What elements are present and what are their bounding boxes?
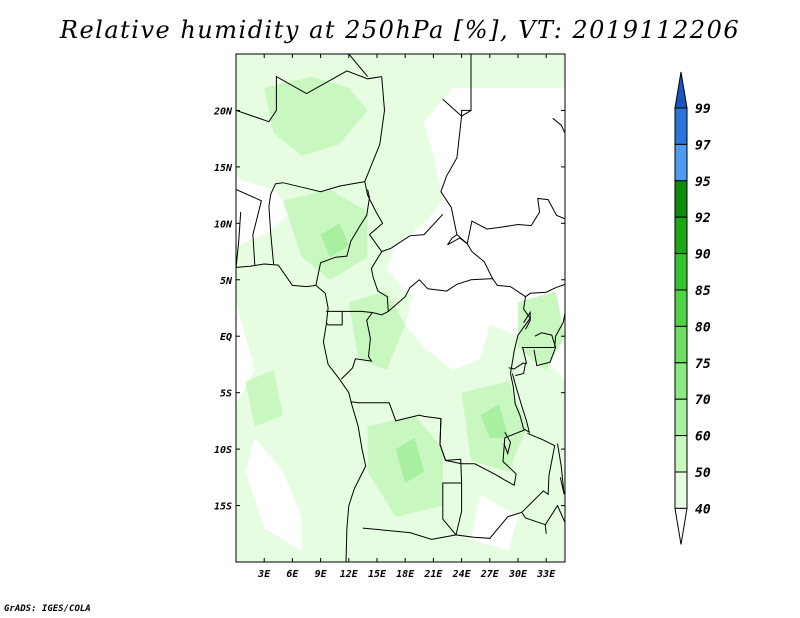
y-tick-label: EQ [220, 332, 232, 343]
colorbar-bin [674, 180, 688, 218]
colorbar-bin [674, 143, 688, 182]
colorbar-top-arrow [674, 71, 688, 109]
lake-albert [523, 310, 531, 330]
border-rwanda-burundi [508, 347, 528, 370]
colorbar-label: 85 [695, 284, 711, 299]
border-southsudan-uganda [525, 283, 565, 298]
rh-below-40-north [424, 87, 565, 246]
colorbar-label: 50 [695, 466, 711, 481]
border-gabon-congo [340, 312, 373, 380]
border-togo-ghana [236, 211, 242, 269]
x-tick-label: 15E [368, 569, 387, 580]
border-sudan-eritrea-hint [552, 117, 565, 134]
colorbar-label: 92 [695, 211, 711, 226]
border-sudan-southsudan [456, 197, 565, 245]
colorbar-bin [674, 289, 688, 327]
colorbar-label: 40 [695, 502, 711, 517]
y-tick-label: 5N [220, 276, 233, 287]
border-car-southsudan [447, 237, 494, 279]
rh-50-patch-sahara [264, 76, 368, 156]
colorbar-label: 97 [695, 138, 711, 153]
colorbar: 99 97 95 92 90 85 80 75 70 60 50 40 [674, 71, 711, 545]
y-tick-label: 15N [214, 163, 233, 174]
border-chad-sudan [440, 109, 472, 246]
border-drc-zambia [439, 418, 525, 486]
lake-victoria [533, 332, 557, 367]
border-chad-west [364, 76, 444, 253]
x-tick-label: 30E [508, 569, 528, 580]
x-axis: 3E 6E 9E 12E 15E 18E 21E 24E 27E 30E 33E [257, 54, 556, 580]
colorbar-label: 90 [695, 248, 711, 263]
colorbar-bottom-arrow [674, 507, 688, 545]
rh-60-patch-cameroon [320, 223, 349, 258]
border-zambia-east [521, 432, 556, 513]
border-nigeria-cameroon [315, 189, 371, 286]
border-libya-niger [348, 54, 368, 77]
border-nigeria-north [268, 181, 365, 265]
rh-60-patch-angola [395, 437, 424, 483]
footer-credit: GrADS: IGES/COLA [4, 604, 91, 614]
rh-50-patch-atlantic [245, 370, 283, 427]
border-mozambique [544, 504, 565, 525]
rh-60-patch-congo [480, 404, 509, 438]
border-benin-togo [236, 189, 262, 266]
colorbar-label: 60 [695, 430, 711, 445]
y-axis: 20N 15N 10N 5N EQ 5S 10S 15S [213, 106, 565, 513]
map-frame [235, 53, 566, 563]
border-burundi-tanzania [515, 363, 526, 377]
colorbar-bin [674, 435, 688, 473]
x-tick-label: 33E [536, 569, 556, 580]
rh-below-40-west [236, 178, 293, 246]
x-tick-label: 21E [423, 569, 443, 580]
border-sudan-libya [442, 54, 472, 118]
lake-malawi [557, 443, 565, 495]
rh-50-patch-gabon [348, 291, 406, 371]
colorbar-bin [674, 471, 688, 509]
colorbar-bin [674, 398, 688, 437]
lake-mweru [503, 431, 512, 456]
x-tick-label: 24E [452, 569, 472, 580]
rh-below-40-south [471, 494, 518, 551]
x-tick-label: 3E [257, 569, 271, 580]
coastline [236, 263, 367, 562]
colorbar-bin [674, 325, 688, 364]
x-tick-label: 12E [340, 569, 359, 580]
x-tick-label: 27E [480, 569, 500, 580]
y-tick-label: 5S [220, 389, 232, 400]
border-kenya-uganda [554, 313, 565, 348]
colorbar-bin [674, 253, 688, 291]
country-borders [236, 54, 565, 562]
y-tick-label: 20N [213, 106, 233, 117]
border-zambia-south [455, 483, 547, 539]
chart-svg: 3E 6E 9E 12E 15E 18E 21E 24E 27E 30E 33E 20N 15N 10N… [213, 53, 711, 580]
x-tick-label: 6E [286, 569, 299, 580]
colorbar-bin [674, 216, 688, 255]
y-tick-label: 15S [214, 502, 232, 513]
border-car-drc [387, 278, 526, 312]
border-eq-guinea [325, 311, 343, 326]
colorbar-bin [674, 362, 688, 400]
border-niger-north [236, 70, 382, 123]
colorbar-label: 75 [695, 357, 711, 372]
border-drc-uganda [510, 296, 531, 374]
rh-50-patch-lake-victoria [518, 291, 565, 371]
humidity-fill [236, 54, 565, 562]
lake-tanganyika [510, 373, 531, 434]
colorbar-label: 80 [695, 320, 711, 335]
colorbar-label: 95 [695, 175, 711, 190]
x-tick-label: 18E [396, 569, 415, 580]
y-tick-label: 10N [214, 219, 233, 230]
chart-title: Relative humidity at 250hPa [%], VT: 201… [59, 16, 741, 44]
y-tick-label: 10S [214, 445, 232, 456]
x-tick-label: 9E [315, 569, 328, 580]
rh-below-40-ocean [245, 437, 302, 551]
colorbar-label: 70 [695, 393, 711, 408]
rh-below-40-congo [405, 279, 490, 371]
colorbar-label: 99 [695, 102, 711, 117]
colorbar-bin [674, 107, 688, 145]
map-area [236, 54, 565, 562]
